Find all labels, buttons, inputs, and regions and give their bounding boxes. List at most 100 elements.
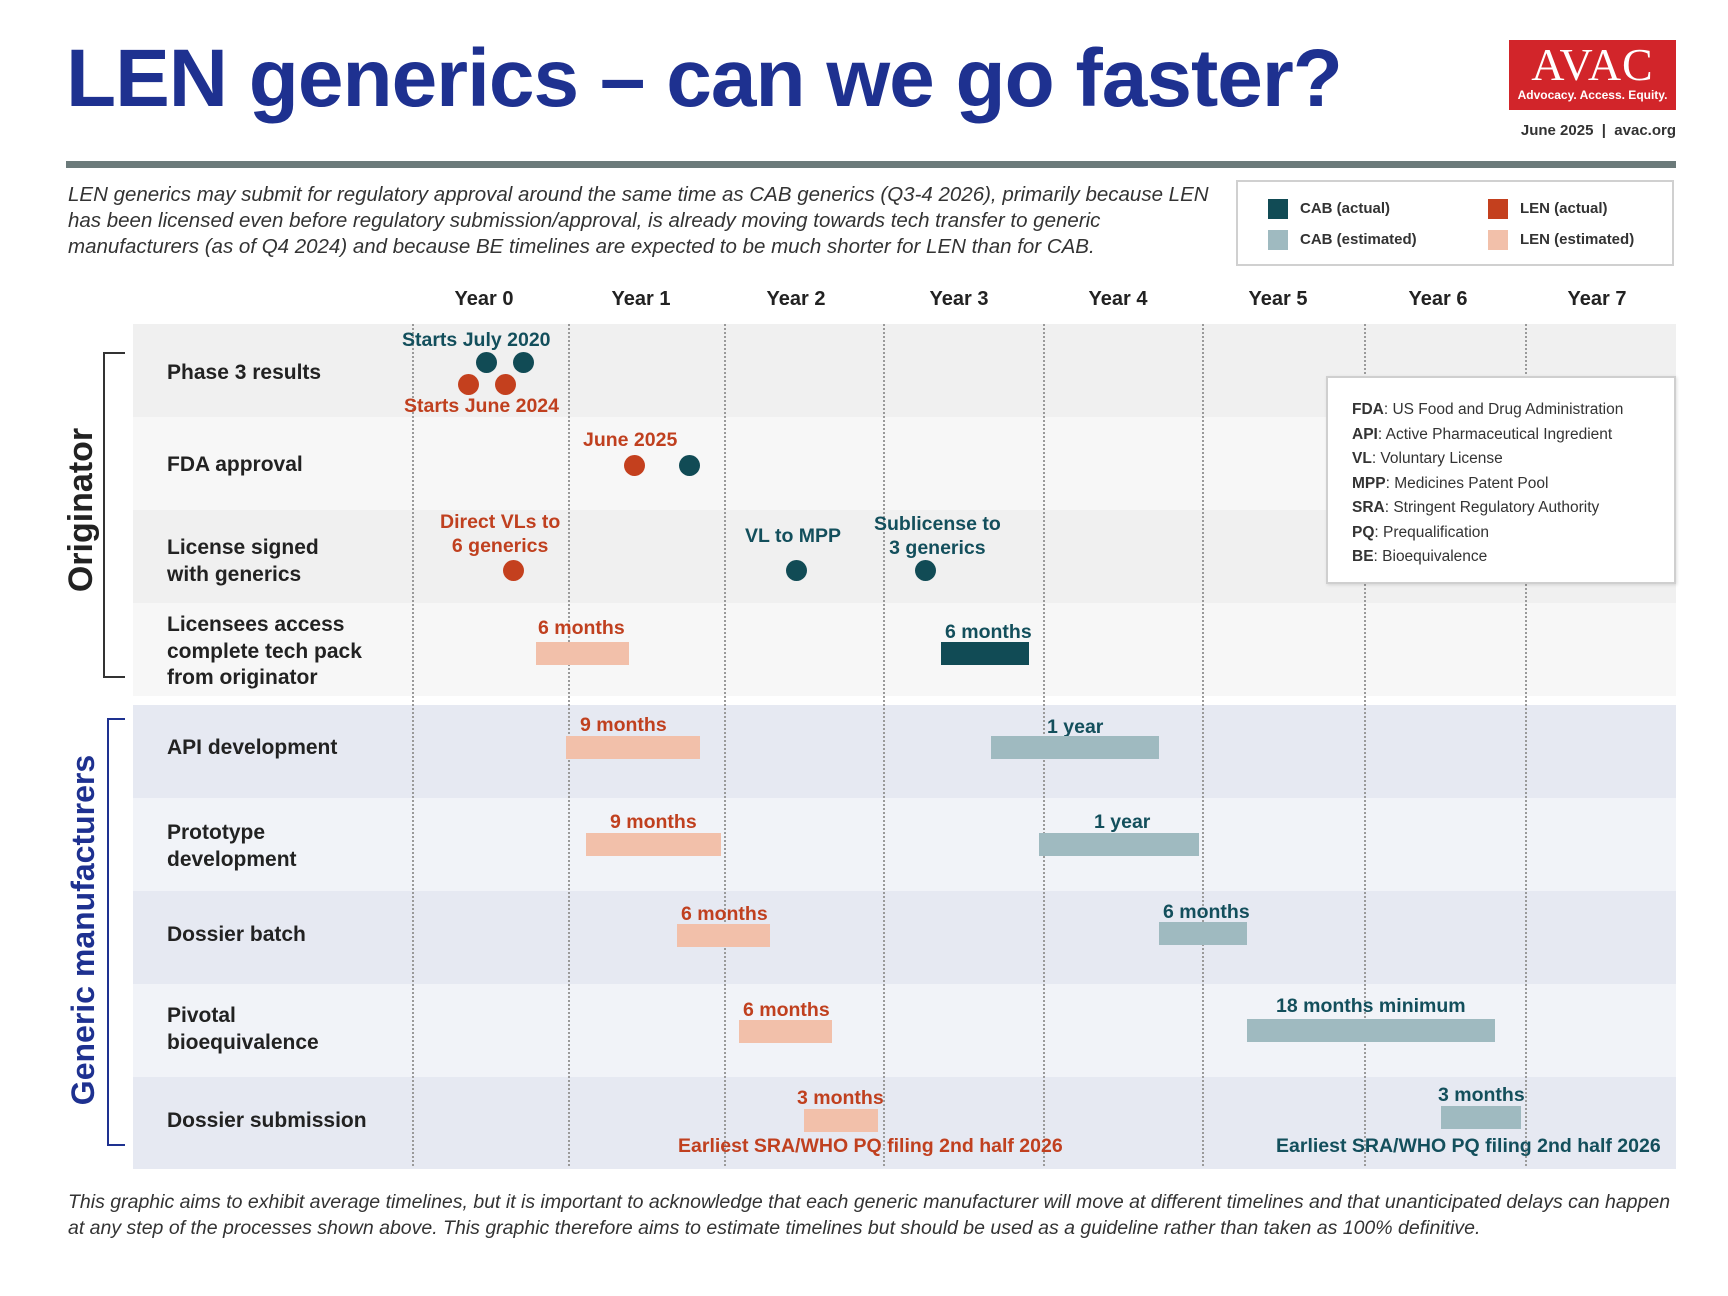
legend-item-len-actual: LEN (actual) [1488,199,1608,220]
year-header: Year 2 [766,288,826,310]
annotation-be-cab: 18 months minimum [1276,995,1466,1017]
originator-bracket [103,352,125,678]
annotation-be-len: 6 months [743,999,830,1021]
annotation-filing-len: Earliest SRA/WHO PQ filing 2nd half 2026 [678,1135,1063,1157]
year-header: Year 5 [1248,288,1308,310]
year-header: Year 7 [1567,288,1627,310]
legend: CAB (actual) LEN (actual) CAB (estimated… [1236,180,1674,266]
row-label-prototype: Prototype development [167,821,297,871]
cab-actual-marker [914,559,936,581]
annotation-api-len: 9 months [580,714,667,736]
row-band [133,1077,1676,1169]
legend-swatch [1488,230,1508,251]
dateline: June 2025 | avac.org [1521,122,1676,139]
annotation-batch-cab: 6 months [1163,901,1250,923]
row-label-api: API development [167,736,338,759]
legend-item-cab-estimated: CAB (estimated) [1268,230,1417,251]
annotation-proto-cab: 1 year [1094,811,1151,833]
intro-text: LEN generics may submit for regulatory a… [68,183,1209,258]
footer-disclaimer: This graphic aims to exhibit average tim… [68,1191,1671,1239]
len-actual-marker [457,373,479,395]
abbreviation-item: BE: Bioequivalence [1352,548,1488,565]
year-gridline [1364,324,1366,1166]
cab-estimated-bar [1159,922,1247,945]
cab-actual-marker [512,351,534,373]
abbreviation-item: API: Active Pharmaceutical Ingredient [1352,425,1613,443]
row-band [133,798,1676,891]
len-actual-marker [623,454,645,476]
annotation-license-cab-mpp: VL to MPP [745,525,842,547]
annotation-fda-len: June 2025 [583,429,678,451]
cab-actual-bar [941,642,1029,665]
cab-estimated-bar [1039,833,1199,856]
row-band [133,603,1676,696]
logo-tagline: Advocacy. Access. Equity. [1517,88,1668,102]
year-gridline [1202,324,1204,1166]
row-label-bioequivalence: Pivotal bioequivalence [167,1004,319,1054]
annotation-proto-len: 9 months [610,811,697,833]
annotation-batch-len: 6 months [681,903,768,925]
row-label-fda-approval: FDA approval [167,453,303,476]
annotation-license-len: Direct VLs to 6 generics [440,511,561,557]
row-label-dossier-submission: Dossier submission [167,1109,367,1132]
year-gridline [883,324,885,1166]
annotation-phase3-cab: Starts July 2020 [402,329,551,351]
abbreviation-item: PQ: Prequalification [1352,523,1489,541]
group-label-originator: Originator [62,427,100,593]
year-header: Year 3 [929,288,989,310]
legend-swatch [1268,199,1288,220]
row-label-license: License signed with generics [167,536,319,586]
legend-item-len-estimated: LEN (estimated) [1488,230,1634,251]
row-band [133,891,1676,984]
len-actual-marker [502,559,524,581]
row-label-tech-pack: Licensees access complete tech pack from… [167,613,362,689]
annotation-filing-cab: Earliest SRA/WHO PQ filing 2nd half 2026 [1276,1135,1661,1157]
cab-estimated-bar [991,736,1159,759]
abbreviation-item: SRA: Stringent Regulatory Authority [1352,499,1600,516]
year-gridline [412,324,414,1166]
len-estimated-bar [566,736,700,759]
legend-item-cab-actual: CAB (actual) [1268,199,1390,220]
len-estimated-bar [739,1020,832,1043]
legend-swatch [1488,199,1508,220]
row-label-dossier-batch: Dossier batch [167,923,306,946]
len-estimated-bar [804,1109,878,1132]
row-label-phase3: Phase 3 results [167,361,322,384]
page-title: LEN generics – can we go faster? [66,33,1343,124]
year-header: Year 1 [611,288,671,310]
annotation-phase3-len: Starts June 2024 [404,395,560,417]
len-estimated-bar [677,924,770,947]
len-estimated-bar [586,833,721,856]
annotation-sub-cab: 3 months [1438,1084,1525,1106]
cab-estimated-bar [1441,1106,1521,1129]
row-band [133,705,1676,798]
abbreviation-item: VL: Voluntary License [1352,450,1503,467]
year-header: Year 6 [1408,288,1468,310]
cab-actual-marker [785,559,807,581]
year-header: Year 0 [454,288,514,310]
annotation-api-cab: 1 year [1047,716,1104,738]
annotation-techpack-len: 6 months [538,617,625,639]
abbreviation-item: FDA: US Food and Drug Administration [1352,401,1624,418]
annotation-sub-len: 3 months [797,1087,884,1109]
publication-date: June 2025 [1520,122,1594,139]
logo-text: AVAC [1531,39,1654,90]
legend-swatch [1268,230,1288,251]
group-label-generic: Generic manufacturers [65,754,101,1106]
site-link[interactable]: avac.org [1614,122,1676,139]
cab-actual-marker [678,454,700,476]
cab-actual-marker [475,351,497,373]
dateline-separator: | [1597,122,1611,139]
avac-logo: AVAC Advocacy. Access. Equity. [1509,40,1676,110]
year-gridline [1525,324,1527,1166]
abbreviation-box: FDA: US Food and Drug Administration API… [1326,376,1676,584]
annotation-license-cab-sub: Sublicense to 3 generics [874,513,1001,559]
header-rule [66,161,1676,168]
year-header: Year 4 [1088,288,1148,310]
annotation-techpack-cab: 6 months [945,621,1032,643]
generic-bracket [107,718,125,1146]
abbreviation-item: MPP: Medicines Patent Pool [1352,474,1549,492]
len-estimated-bar [536,642,629,665]
year-gridline [724,324,726,1166]
cab-estimated-bar [1247,1019,1495,1042]
